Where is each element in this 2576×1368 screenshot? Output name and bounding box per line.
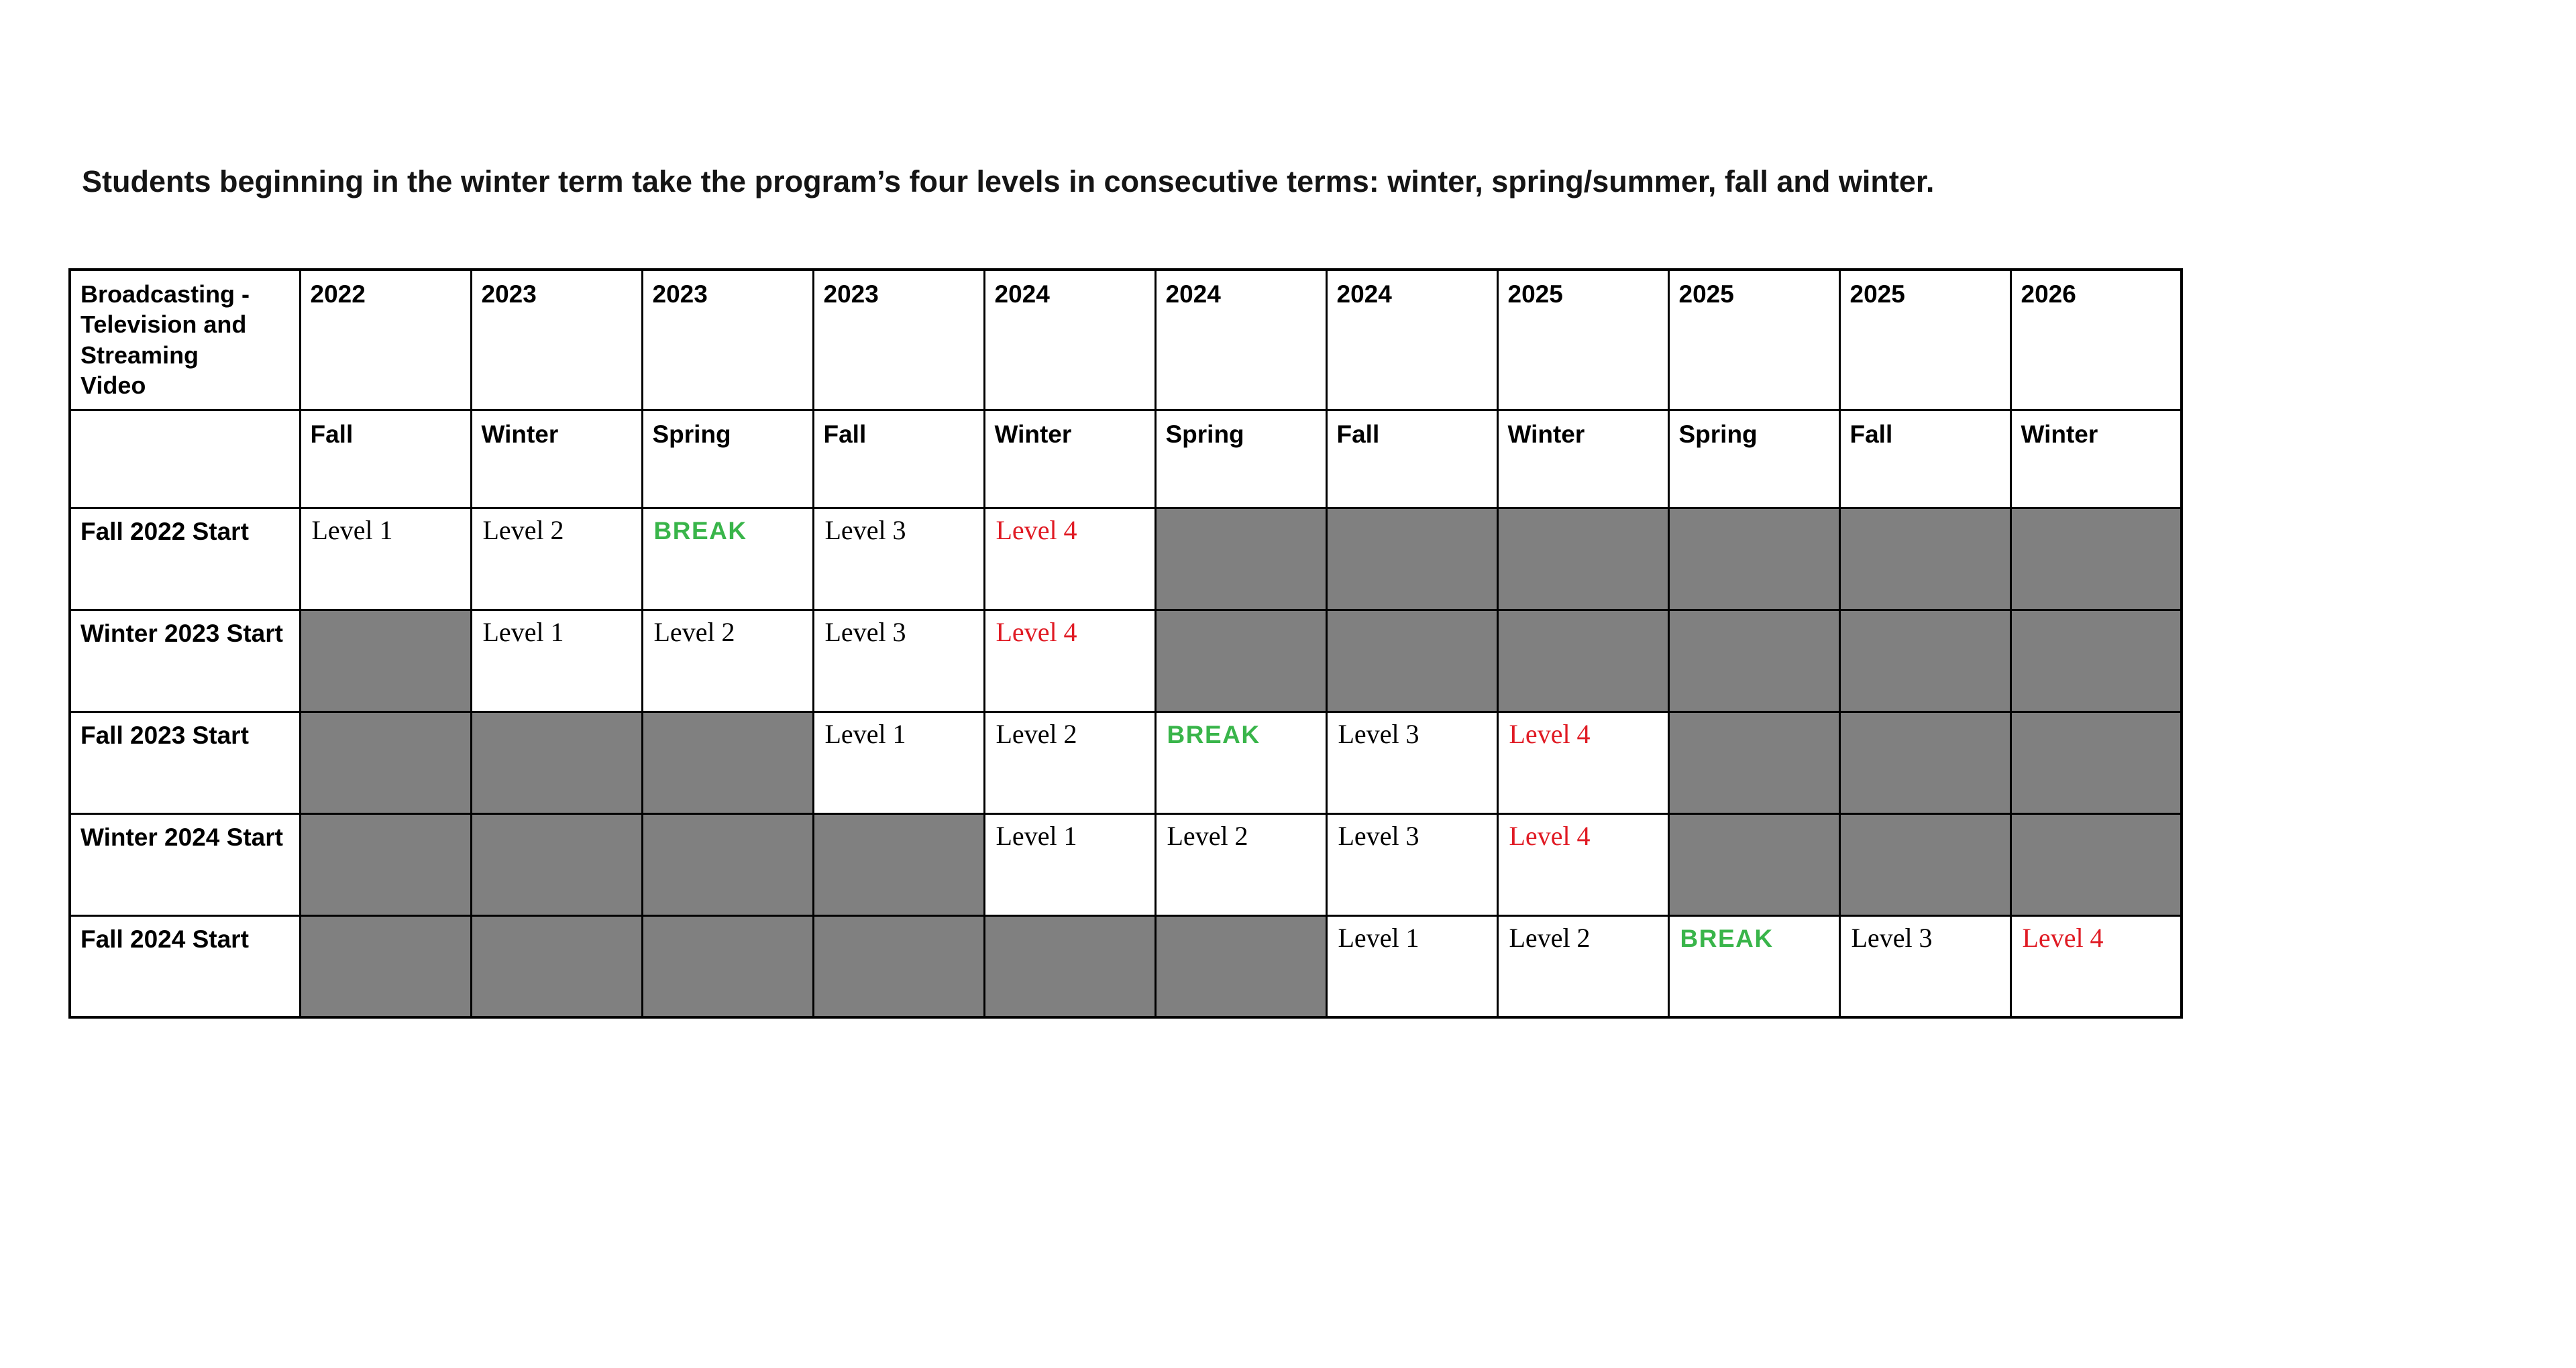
blocked-cell (1838, 710, 2012, 815)
blocked-cell (470, 914, 643, 1019)
term-header: Fall (1838, 408, 2012, 509)
blocked-cell (299, 812, 472, 917)
blocked-cell (983, 914, 1157, 1019)
blocked-cell (1325, 506, 1499, 611)
table-row: Winter 2023 Start Level 1 Level 2 Level 3 Le… (68, 608, 2183, 713)
term-header: Fall (812, 408, 985, 509)
year-header: 2023 (641, 268, 814, 411)
term-header: Winter (2009, 408, 2183, 509)
year-header: 2024 (983, 268, 1157, 411)
schedule-body: Fall 2022 Start Level 1 Level 2 BREAK Level … (68, 506, 2183, 1019)
blocked-cell (1838, 506, 2012, 611)
term-header: Winter (983, 408, 1157, 509)
level-cell: Level 4 (1496, 710, 1670, 815)
cohort-row-label: Winter 2024 Start (68, 812, 301, 917)
term-header-row: Fall Winter Spring Fall Winter Spring Fall Wint… (68, 408, 2183, 509)
level-cell: Level 3 (812, 506, 985, 611)
year-header: 2023 (812, 268, 985, 411)
term-header-empty-cell (68, 408, 301, 509)
level-cell: Level 2 (983, 710, 1157, 815)
level-cell: Level 4 (1496, 812, 1670, 917)
blocked-cell (2009, 506, 2183, 611)
level-cell: Level 1 (299, 506, 472, 611)
level-cell: Level 4 (2009, 914, 2183, 1019)
table-row: Fall 2022 Start Level 1 Level 2 BREAK Level … (68, 506, 2183, 611)
blocked-cell (1667, 608, 1841, 713)
cohort-row-label: Fall 2022 Start (68, 506, 301, 611)
cohort-row-label: Fall 2023 Start (68, 710, 301, 815)
term-header: Winter (1496, 408, 1670, 509)
level-cell: Level 2 (470, 506, 643, 611)
blocked-cell (299, 608, 472, 713)
year-header: 2025 (1667, 268, 1841, 411)
level-cell: Level 1 (983, 812, 1157, 917)
level-cell: Level 1 (812, 710, 985, 815)
year-header: 2024 (1154, 268, 1328, 411)
level-cell: Level 3 (1838, 914, 2012, 1019)
term-header: Spring (1154, 408, 1328, 509)
blocked-cell (641, 812, 814, 917)
blocked-cell (2009, 812, 2183, 917)
blocked-cell (2009, 710, 2183, 815)
term-header: Fall (299, 408, 472, 509)
blocked-cell (2009, 608, 2183, 713)
program-name-header: Broadcasting - Television and Streaming … (68, 268, 301, 411)
blocked-cell (812, 914, 985, 1019)
break-cell: BREAK (1154, 710, 1328, 815)
cohort-row-label: Winter 2023 Start (68, 608, 301, 713)
year-header: 2023 (470, 268, 643, 411)
level-cell: Level 3 (812, 608, 985, 713)
blocked-cell (1838, 812, 2012, 917)
blocked-cell (299, 914, 472, 1019)
cohort-row-label: Fall 2024 Start (68, 914, 301, 1019)
level-cell: Level 4 (983, 506, 1157, 611)
blocked-cell (1325, 608, 1499, 713)
blocked-cell (1667, 710, 1841, 815)
blocked-cell (1496, 608, 1670, 713)
year-header: 2022 (299, 268, 472, 411)
term-header: Spring (641, 408, 814, 509)
level-cell: Level 1 (470, 608, 643, 713)
blocked-cell (812, 812, 985, 917)
blocked-cell (299, 710, 472, 815)
blocked-cell (470, 812, 643, 917)
term-header: Winter (470, 408, 643, 509)
blocked-cell (1496, 506, 1670, 611)
year-header: 2024 (1325, 268, 1499, 411)
level-cell: Level 1 (1325, 914, 1499, 1019)
level-cell: Level 3 (1325, 710, 1499, 815)
break-cell: BREAK (641, 506, 814, 611)
blocked-cell (1154, 608, 1328, 713)
year-header: 2026 (2009, 268, 2183, 411)
term-header: Spring (1667, 408, 1841, 509)
blocked-cell (641, 914, 814, 1019)
blocked-cell (641, 710, 814, 815)
year-header-row: Broadcasting - Television and Streaming … (68, 268, 2183, 411)
blocked-cell (1154, 506, 1328, 611)
term-header: Fall (1325, 408, 1499, 509)
break-cell: BREAK (1667, 914, 1841, 1019)
blocked-cell (1838, 608, 2012, 713)
schedule-table: Broadcasting - Television and Streaming … (68, 268, 2183, 1019)
blocked-cell (1154, 914, 1328, 1019)
blocked-cell (1667, 506, 1841, 611)
year-header: 2025 (1838, 268, 2012, 411)
table-row: Fall 2023 Start Level 1 Level 2 BREAK Level … (68, 710, 2183, 815)
table-row: Winter 2024 Start Level 1 Level 2 Level 3 Le… (68, 812, 2183, 917)
level-cell: Level 3 (1325, 812, 1499, 917)
page-title: Students beginning in the winter term ta… (82, 164, 1935, 198)
level-cell: Level 2 (1154, 812, 1328, 917)
level-cell: Level 2 (641, 608, 814, 713)
level-cell: Level 2 (1496, 914, 1670, 1019)
year-header: 2025 (1496, 268, 1670, 411)
blocked-cell (1667, 812, 1841, 917)
table-row: Fall 2024 Start Level 1 Level 2 BREAK Level … (68, 914, 2183, 1019)
level-cell: Level 4 (983, 608, 1157, 713)
blocked-cell (470, 710, 643, 815)
